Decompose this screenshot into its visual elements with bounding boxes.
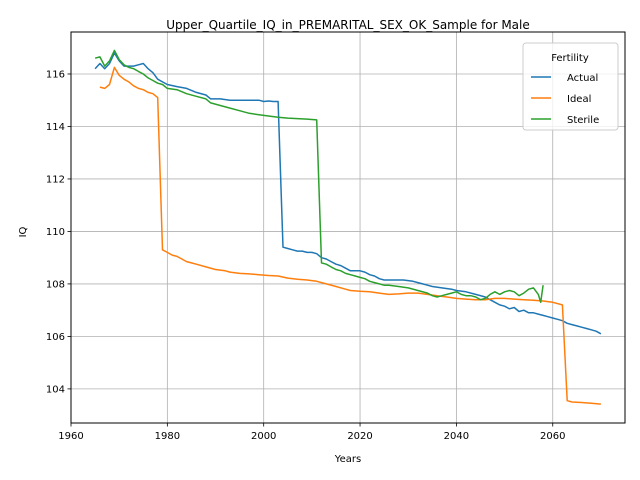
- legend-label-sterile: Sterile: [567, 115, 599, 126]
- series-line-ideal: [99, 66, 601, 405]
- x-tick-label: 1980: [155, 431, 180, 442]
- y-tick-label: 104: [46, 384, 65, 395]
- x-tick-label: 2060: [540, 431, 565, 442]
- y-tick-label: 110: [46, 227, 65, 238]
- chart-title: Upper_Quartile_IQ_in_PREMARITAL_SEX_OK_S…: [166, 18, 530, 32]
- legend-label-actual: Actual: [567, 73, 598, 84]
- y-tick-label: 106: [46, 332, 65, 343]
- y-axis-ticks: 104 106 108 110 112 114 116: [46, 69, 71, 395]
- legend: Fertility Actual Ideal Sterile: [522, 42, 619, 131]
- gridlines: [70, 32, 625, 423]
- x-tick-label: 1960: [58, 431, 83, 442]
- legend-label-ideal: Ideal: [567, 94, 591, 105]
- series-line-sterile: [94, 49, 544, 304]
- series-lines: [94, 49, 602, 405]
- x-tick-label: 2020: [347, 431, 372, 442]
- y-axis-label: IQ: [18, 226, 29, 237]
- legend-box: [522, 42, 619, 131]
- legend-title: Fertility: [551, 53, 589, 64]
- plot-frame: [70, 31, 626, 424]
- series-line-actual: [94, 52, 602, 335]
- x-tick-label: 2040: [444, 431, 469, 442]
- y-tick-label: 116: [46, 69, 65, 80]
- x-axis-ticks: 1960 1980 2000 2020 2040 2060: [58, 423, 565, 442]
- y-tick-label: 108: [46, 279, 65, 290]
- x-axis-label: Years: [334, 454, 361, 465]
- x-tick-label: 2000: [251, 431, 276, 442]
- y-tick-label: 112: [46, 174, 65, 185]
- y-tick-label: 114: [46, 122, 65, 133]
